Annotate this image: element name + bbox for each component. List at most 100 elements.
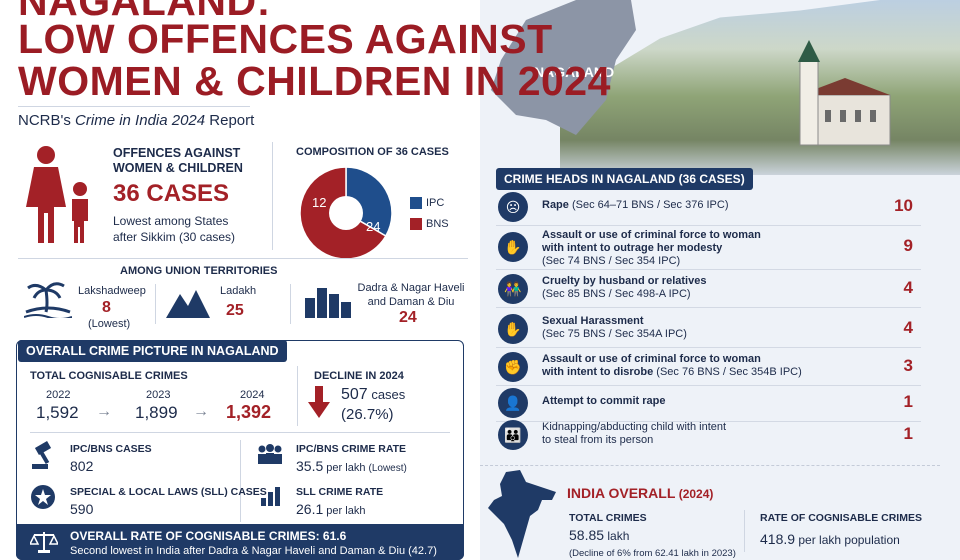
donut-ipc-label: 12 (312, 195, 326, 210)
decline-title: DECLINE IN 2024 (314, 370, 404, 382)
couple-icon: 👫 (498, 274, 528, 304)
offences-label-line1: OFFENCES AGAINST (113, 146, 241, 160)
crime-heads-header: CRIME HEADS IN NAGALAND (36 CASES) (496, 168, 753, 190)
decline-value: 507 cases (341, 386, 405, 404)
title-line-2: LOW OFFENCES AGAINST (18, 16, 553, 62)
church-illustration (798, 40, 891, 146)
ipc-bns-rate-number: 35.5 (296, 458, 324, 474)
people-group-icon (258, 444, 282, 464)
crime-row-detail: (Sec 64–71 BNS / Sec 376 IPC) (568, 199, 729, 211)
india-total-note: (Decline of 6% from 62.41 lakh in 2023) (569, 548, 736, 559)
ut-lakshadweep-name: Lakshadweep (78, 285, 146, 297)
sll-value: 590 (70, 501, 94, 517)
ipc-bns-label: IPC/BNS CASES (70, 443, 152, 455)
crime-row-text: Sexual Harassment (Sec 75 BNS / Sec 354A … (542, 315, 862, 341)
crime-row-text: Cruelty by husband or relatives (Sec 85 B… (542, 275, 862, 301)
value-2023: 1,899 (135, 403, 178, 422)
map-label: NAGALAND (534, 64, 615, 80)
decline-divider (297, 366, 298, 426)
crime-row-title-line2: to steal from its person (542, 434, 654, 446)
overall-mid-rule (30, 432, 450, 433)
ut-divider-2 (290, 284, 291, 324)
year-2022: 2022 (46, 389, 71, 401)
offences-note-line1: Lowest among States (113, 214, 229, 228)
india-rate-label: RATE OF COGNISABLE CRIMES (760, 512, 922, 524)
crime-row-sexual-harassment: ✋ Sexual Harassment (Sec 75 BNS / Sec 354… (496, 312, 921, 348)
subtitle-prefix: NCRB's (18, 112, 76, 129)
crime-row-title: Attempt to commit rape (542, 395, 666, 407)
bar-chart-icon (261, 487, 280, 506)
ipc-bns-rate-unit: per lakh (323, 462, 369, 474)
ut-dnhdd-value: 24 (399, 309, 417, 326)
subtitle-report-name: Crime in India 2024 (75, 112, 206, 129)
crime-row-cruelty: 👫 Cruelty by husband or relatives (Sec 85… (496, 272, 921, 308)
crime-row-section: (Sec 85 BNS / Sec 498-A IPC) (542, 288, 691, 300)
india-map-icon (488, 470, 556, 558)
legend-label-ipc: IPC (426, 197, 445, 209)
ipc-bns-value: 802 (70, 458, 94, 474)
crime-row-title: Rape (542, 199, 569, 211)
ut-dnhdd-name-line1: Dadra & Nagar Haveli (357, 282, 465, 294)
donut-bns-label: 24 (366, 219, 380, 234)
crime-row-section: (Sec 75 BNS / Sec 354A IPC) (542, 328, 687, 340)
ut-ladakh-name: Ladakh (220, 285, 257, 297)
india-rate-unit: per lakh population (795, 533, 900, 547)
crime-row-rape: ☹ Rape (Sec 64–71 BNS / Sec 376 IPC) 10 (496, 190, 921, 226)
legend-label-bns: BNS (426, 218, 449, 230)
sll-rate-number: 26.1 (296, 501, 324, 517)
title-divider (18, 106, 250, 107)
crime-row-disrobe: ✊ Assault or use of criminal force to wo… (496, 350, 921, 386)
crime-row-title: Sexual Harassment (542, 315, 644, 327)
overall-rate-text: OVERALL RATE OF COGNISABLE CRIMES: 61.6 (70, 529, 347, 543)
overall-col-divider (240, 440, 241, 522)
crime-row-outrage-modesty: ✋ Assault or use of criminal force to wo… (496, 226, 921, 270)
crime-row-title: Cruelty by husband or relatives (542, 275, 707, 287)
crime-row-value: 4 (903, 278, 913, 297)
india-total-value: 58.85 lakh (569, 527, 629, 543)
crime-row-value: 1 (903, 392, 913, 411)
crime-row-value: 1 (903, 424, 913, 443)
legend-swatch-bns (410, 218, 422, 230)
india-total-number: 58.85 (569, 527, 605, 543)
india-rate-number: 418.9 (760, 531, 796, 547)
value-2022: 1,592 (36, 403, 79, 422)
overall-header: OVERALL CRIME PICTURE IN NAGALAND (18, 340, 287, 362)
decline-unit: cases (367, 387, 406, 402)
crime-row-title-line2: with intent to disrobe (542, 366, 654, 378)
ut-divider-1 (155, 284, 156, 324)
scales-icon (30, 532, 58, 553)
crime-row-section: (Sec 74 BNS / Sec 354 IPC) (542, 255, 681, 267)
arrow-right-icon: → (193, 403, 209, 420)
vertical-divider (272, 142, 273, 250)
raised-hand-icon: ✋ (498, 314, 528, 344)
ut-lakshadweep-value: 8 (102, 299, 111, 316)
crime-row-value: 3 (903, 356, 913, 375)
offences-note: Lowest among States after Sikkim (30 cas… (113, 213, 235, 245)
ut-ladakh-value: 25 (226, 302, 244, 319)
ut-dnhdd-name-line2: and Daman & Diu (367, 296, 455, 308)
ut-top-rule (18, 258, 468, 259)
ut-lakshadweep-note: (Lowest) (88, 318, 131, 330)
crime-row-title: Kidnapping/abducting child with intent (542, 421, 727, 433)
sll-rate-label: SLL CRIME RATE (296, 486, 384, 498)
palm-island-icon (24, 282, 72, 318)
crime-row-section: (Sec 76 BNS / Sec 354B IPC) (653, 366, 802, 378)
crime-row-text: Rape (Sec 64–71 BNS / Sec 376 IPC) (542, 199, 862, 212)
year-2023: 2023 (146, 389, 171, 401)
title-line-1: NAGALAND: (18, 0, 271, 24)
offences-label-line2: WOMEN & CHILDREN (113, 161, 243, 175)
gavel-icon (32, 441, 52, 469)
crime-row-attempt-rape: 👤 Attempt to commit rape 1 (496, 386, 921, 422)
crime-row-title-line2: with intent to outrage her modesty (542, 242, 723, 254)
composition-title: COMPOSITION OF 36 CASES (296, 146, 449, 158)
offences-note-line2: after Sikkim (30 cases) (113, 230, 236, 244)
legend-swatch-ipc (410, 197, 422, 209)
mountain-icon (166, 290, 210, 318)
crime-row-kidnapping: 👪 Kidnapping/abducting child with intent… (496, 418, 921, 454)
india-rate-value: 418.9 per lakh population (760, 531, 900, 547)
badge-icon (31, 485, 55, 509)
crime-row-text: Attempt to commit rape (542, 395, 862, 408)
sll-label: SPECIAL & LOCAL LAWS (SLL) CASES (70, 486, 267, 498)
nagaland-map (491, 0, 636, 135)
crime-row-text: Assault or use of criminal force to woma… (542, 353, 862, 379)
